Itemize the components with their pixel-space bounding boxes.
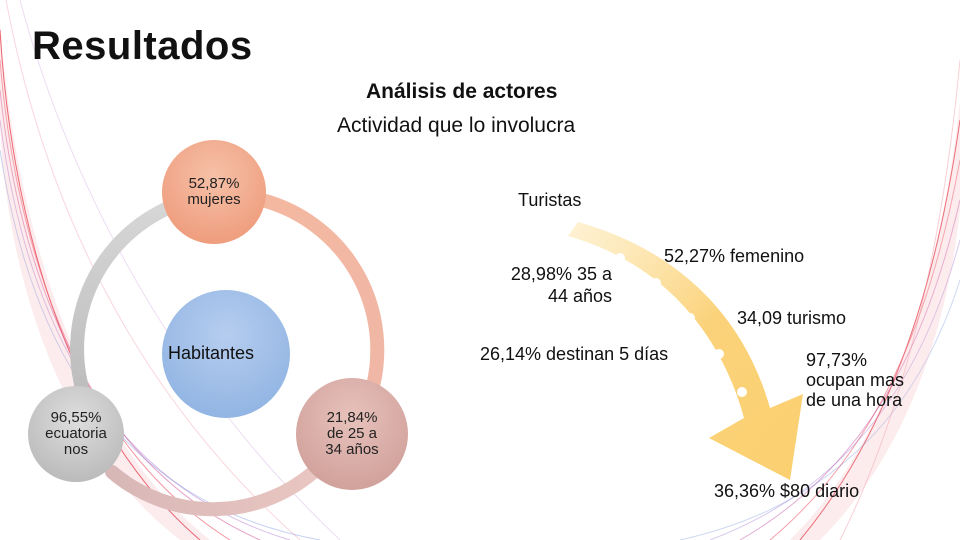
section-subtitle: Análisis de actores <box>366 80 558 103</box>
turistas-item-femenino: 52,27% femenino <box>664 246 805 266</box>
turistas-item-hora-line1: 97,73% <box>806 350 868 370</box>
node-ecuatorianos-circle <box>28 386 124 482</box>
arrow-dot-1 <box>615 253 625 263</box>
node-edad-label: 21,84% de 25 a 34 años <box>302 410 402 458</box>
arrow-dot-3 <box>685 313 695 323</box>
turistas-item-hora: 97,73% ocupan mas de una hora <box>806 350 904 410</box>
node-edad-caption-2: 34 años <box>325 441 379 458</box>
turistas-item-edad-line2: 44 años <box>547 286 612 306</box>
section-subtitle-activity: Actividad que lo involucra <box>337 114 576 137</box>
node-mujeres-circle <box>162 140 266 244</box>
ring-arc-bottom <box>105 461 325 517</box>
node-edad-circle <box>296 378 408 490</box>
node-ecuatorianos-caption-1: ecuatoria <box>45 425 107 442</box>
node-mujeres-label: 52,87% mujeres <box>164 176 264 208</box>
node-edad-value: 21,84% <box>326 409 378 426</box>
turistas-item-dias: 26,14% destinan 5 días <box>480 344 669 364</box>
node-ecuatorianos-caption-2: nos <box>63 441 89 458</box>
turistas-item-gasto: 36,36% $80 diario <box>714 481 860 501</box>
node-mujeres-caption: mujeres <box>187 191 241 208</box>
turistas-item-turismo: 34,09 turismo <box>737 308 847 328</box>
slide-title: Resultados <box>32 24 253 68</box>
turistas-item-edad: 28,98% 35 a 44 años <box>490 263 612 307</box>
turistas-item-edad-line1: 28,98% 35 a <box>510 264 612 284</box>
node-ecuatorianos-label: 96,55% ecuatoria nos <box>26 410 126 458</box>
arrow-dot-2 <box>651 278 661 288</box>
turistas-item-hora-line2: ocupan mas <box>806 370 905 390</box>
turistas-arrow <box>568 222 803 480</box>
turistas-item-hora-line3: de una hora <box>806 390 903 410</box>
node-mujeres-value: 52,87% <box>188 175 240 192</box>
turistas-title: Turistas <box>518 190 582 210</box>
node-ecuatorianos-value: 96,55% <box>50 409 102 426</box>
arrow-dot-5 <box>737 387 747 397</box>
habitantes-center-circle <box>162 290 290 418</box>
ring-arc-right <box>255 193 385 397</box>
node-edad-caption-1: de 25 a <box>326 425 378 442</box>
ring-arc-left <box>70 201 175 395</box>
habitantes-label: Habitantes <box>168 343 255 363</box>
arrow-dot-4 <box>714 349 724 359</box>
